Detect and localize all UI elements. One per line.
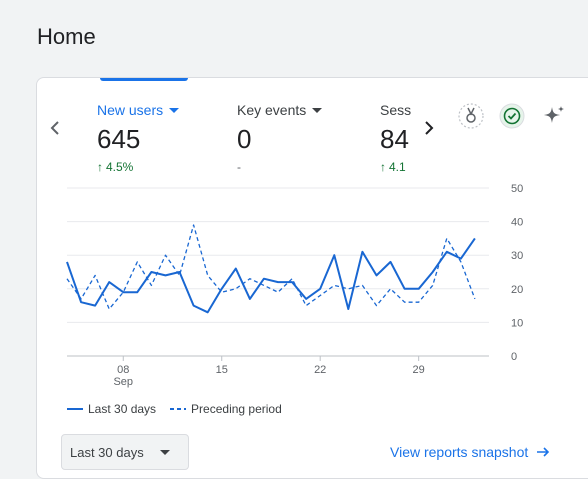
legend-label: Last 30 days	[88, 402, 157, 416]
chart-legend: Last 30 days Preceding period	[67, 402, 282, 416]
legend-label: Preceding period	[191, 402, 282, 416]
x-tick-sublabel: Sep	[113, 376, 133, 388]
metric-change: -	[237, 160, 241, 174]
legend-item-last-30-days: Last 30 days	[67, 402, 156, 416]
date-range-label: Last 30 days	[70, 444, 144, 460]
chevron-down-icon	[159, 449, 170, 455]
arrow-up-icon: ↑	[97, 160, 103, 174]
y-tick-label: 30	[511, 250, 523, 262]
x-tick-label: 08	[117, 364, 129, 376]
active-tab-indicator	[100, 78, 188, 81]
sparkle-icon[interactable]	[540, 102, 568, 130]
metric-value: 0	[237, 124, 252, 154]
x-tick-label: 29	[413, 364, 425, 376]
date-range-dropdown[interactable]: Last 30 days	[61, 434, 189, 470]
y-tick-label: 0	[511, 351, 517, 363]
metric-change: 4.5%	[106, 160, 134, 174]
series-line-last-30-days	[66, 237, 476, 314]
metric-tab-sessions-clip: Sess 84 ↑ 4.1	[380, 78, 412, 188]
y-tick-label: 10	[511, 317, 523, 329]
dropdown-caret-icon[interactable]	[312, 107, 323, 113]
y-tick-label: 50	[511, 183, 523, 195]
metric-change: 4.1	[389, 160, 406, 174]
insights-medal-icon[interactable]	[457, 102, 485, 130]
chevron-left-icon[interactable]	[47, 118, 63, 138]
metric-label: Sess	[380, 102, 412, 118]
series-line-preceding-period	[66, 224, 476, 310]
y-tick-label: 20	[511, 284, 523, 296]
metric-label: New users	[97, 102, 164, 118]
dashed-line-icon	[170, 408, 187, 410]
metric-tab-key-events[interactable]: Key events 0 -	[237, 102, 323, 174]
legend-item-preceding-period: Preceding period	[170, 402, 282, 416]
x-tick-label: 22	[314, 364, 326, 376]
metric-value: 84	[380, 124, 409, 154]
check-circle-icon[interactable]	[498, 102, 526, 130]
page-title: Home	[37, 24, 96, 49]
dropdown-caret-icon[interactable]	[169, 107, 180, 113]
solid-line-icon	[67, 408, 83, 410]
chevron-right-icon[interactable]	[421, 118, 437, 138]
metric-value: 645	[97, 124, 141, 154]
link-label: View reports snapshot	[390, 444, 529, 460]
arrow-right-icon	[537, 447, 550, 457]
metric-label: Key events	[237, 102, 307, 118]
overview-card: New users 645 ↑ 4.5% Key events 0 - Sess …	[36, 77, 588, 479]
view-reports-snapshot-link[interactable]: View reports snapshot	[390, 444, 550, 460]
metric-tab-sessions[interactable]: Sess 84 ↑ 4.1	[380, 102, 411, 174]
y-tick-label: 40	[511, 217, 523, 229]
x-tick-label: 15	[216, 364, 228, 376]
metric-tab-new-users[interactable]: New users 645 ↑ 4.5%	[97, 102, 180, 174]
arrow-up-icon: ↑	[380, 160, 386, 174]
